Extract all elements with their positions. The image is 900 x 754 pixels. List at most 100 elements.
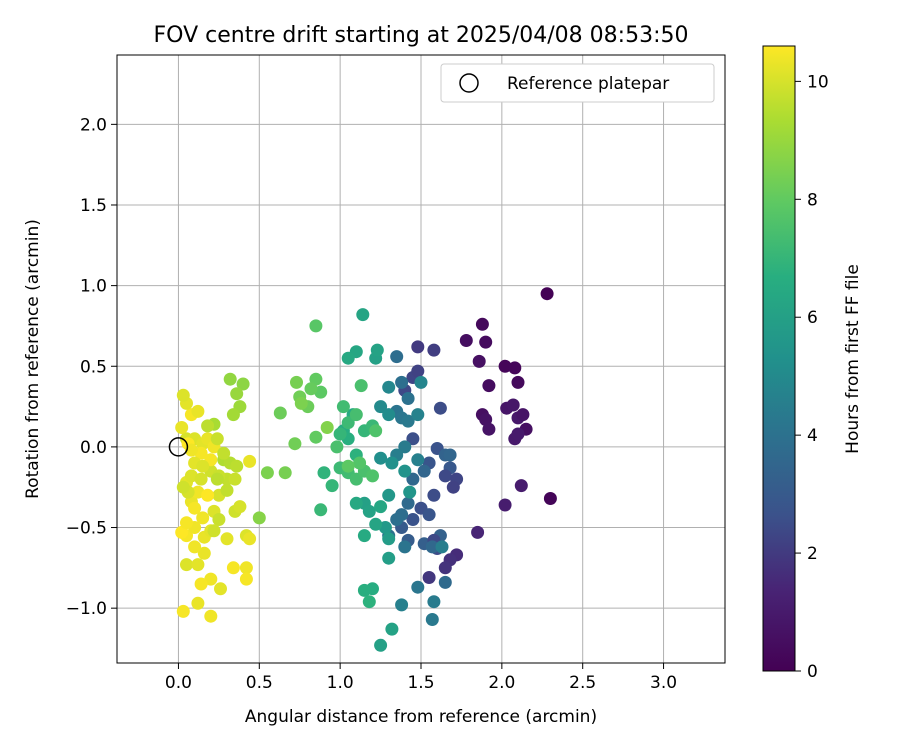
data-point: [317, 466, 331, 480]
data-point: [223, 372, 237, 386]
y-axis-label: Rotation from reference (arcmin): [23, 219, 43, 499]
chart-title: FOV centre drift starting at 2025/04/08 …: [154, 23, 689, 48]
data-point: [443, 448, 457, 462]
data-point: [366, 469, 379, 483]
data-point: [210, 432, 224, 446]
data-point: [511, 427, 525, 441]
data-point: [401, 392, 415, 405]
data-point: [176, 388, 190, 402]
data-point: [175, 421, 189, 434]
colorbar-ticks: 0 2 4 6 8 10: [795, 72, 829, 682]
data-point: [403, 485, 417, 499]
data-point: [278, 466, 292, 480]
data-point: [330, 440, 344, 454]
data-point: [427, 488, 441, 502]
data-point: [398, 440, 412, 454]
data-point: [508, 361, 522, 375]
data-point: [398, 540, 412, 554]
data-point: [239, 572, 253, 586]
data-point: [212, 513, 226, 526]
data-point: [188, 501, 202, 515]
colorbar: 0 2 4 6 8 10 Hours from first FF file: [762, 45, 863, 682]
colorbar-tick-label: 8: [807, 190, 818, 210]
data-point: [406, 513, 420, 526]
data-point: [236, 377, 250, 391]
data-point: [239, 561, 253, 575]
data-point: [354, 379, 368, 393]
data-point: [511, 375, 525, 389]
data-point: [217, 446, 231, 460]
data-point: [422, 571, 436, 584]
data-point: [309, 430, 323, 444]
data-point: [427, 595, 441, 609]
colorbar-tick-label: 6: [807, 308, 818, 328]
data-point: [260, 466, 274, 480]
data-point: [309, 372, 323, 386]
x-tick-label: 1.0: [327, 673, 354, 693]
data-point: [514, 479, 528, 493]
data-point: [233, 500, 247, 514]
data-point: [382, 488, 396, 502]
data-point: [349, 472, 363, 486]
data-point: [325, 479, 339, 493]
data-point: [194, 472, 208, 486]
data-point: [414, 375, 428, 389]
data-point: [446, 480, 460, 494]
data-point: [382, 532, 396, 546]
data-point: [349, 408, 363, 422]
data-point: [207, 524, 221, 538]
data-point: [374, 500, 388, 514]
y-tick-label: 1.0: [80, 277, 107, 297]
data-point: [540, 287, 554, 301]
data-point: [471, 525, 485, 539]
data-point: [482, 422, 496, 436]
data-point: [411, 408, 425, 422]
data-point: [188, 540, 202, 554]
data-point: [479, 335, 493, 349]
data-point: [427, 343, 441, 357]
data-point: [472, 354, 486, 368]
data-point: [220, 483, 234, 497]
data-point: [406, 472, 420, 486]
data-point: [341, 351, 355, 365]
colorbar-tick-label: 2: [807, 544, 818, 564]
data-point: [226, 408, 240, 422]
data-point: [197, 546, 211, 560]
data-point: [543, 492, 557, 505]
data-point: [395, 598, 409, 612]
x-tick-label: 0.0: [165, 673, 192, 693]
legend-reference-label: Reference platepar: [507, 74, 669, 94]
data-point: [516, 408, 530, 422]
data-point: [220, 532, 234, 546]
colorbar-tick-label: 4: [807, 426, 818, 446]
data-point: [374, 451, 388, 465]
x-axis-label: Angular distance from reference (arcmin): [245, 707, 597, 727]
data-point: [385, 622, 399, 636]
data-point: [226, 561, 240, 575]
data-point: [475, 317, 489, 331]
data-point: [370, 343, 384, 357]
data-point: [438, 469, 452, 483]
data-point: [385, 456, 399, 470]
data-point: [341, 459, 355, 473]
data-point: [314, 503, 328, 517]
data-point: [382, 551, 396, 565]
data-point: [369, 517, 383, 531]
data-point: [230, 387, 244, 401]
colorbar-gradient: [762, 45, 796, 672]
data-point: [356, 308, 370, 322]
data-point: [320, 421, 334, 434]
data-point: [411, 453, 425, 467]
data-point: [433, 401, 447, 415]
data-point: [201, 419, 215, 433]
data-point: [498, 498, 512, 512]
data-point: [374, 400, 388, 414]
data-point: [401, 414, 415, 428]
data-point: [194, 577, 208, 591]
data-point: [398, 464, 412, 478]
data-point: [390, 513, 404, 526]
data-point: [349, 496, 363, 510]
reference-platepar-marker: [168, 437, 189, 457]
data-point: [309, 319, 323, 333]
